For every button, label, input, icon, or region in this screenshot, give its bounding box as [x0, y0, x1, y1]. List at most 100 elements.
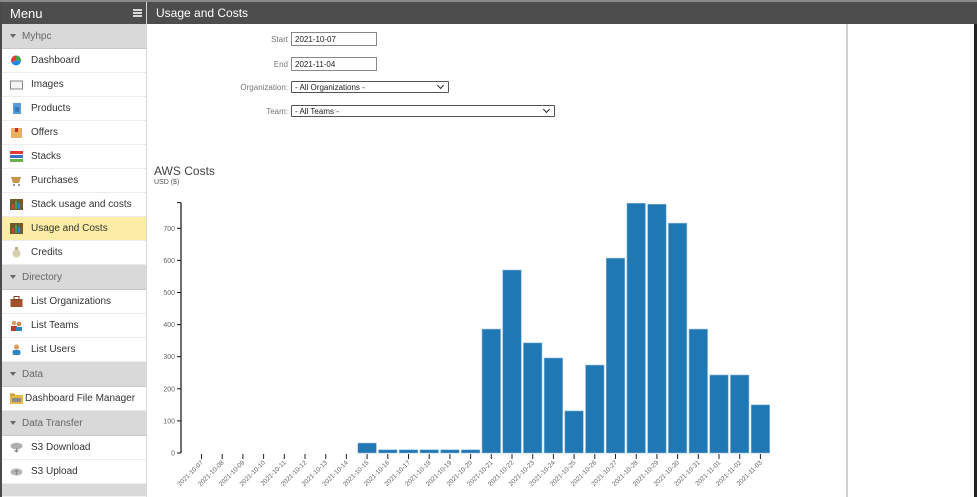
start-label: Start — [271, 34, 288, 44]
bar[interactable] — [626, 202, 646, 454]
money-bag-icon — [10, 247, 23, 258]
sidebar-group-label: Directory — [22, 271, 63, 283]
sidebar-item-images[interactable]: Images — [2, 73, 146, 97]
caret-down-icon — [10, 34, 16, 38]
bar[interactable] — [461, 449, 481, 454]
sidebar-item-label: List Organizations — [31, 296, 112, 307]
chart-title: AWS Costs — [154, 164, 215, 178]
right-pane — [850, 24, 977, 497]
sidebar-item-list-users[interactable]: List Users — [2, 338, 146, 362]
caret-down-icon — [10, 372, 16, 376]
sidebar-item-label: Credits — [31, 247, 63, 258]
sidebar-group-directory[interactable]: Directory — [2, 265, 146, 290]
start-date-input[interactable] — [291, 32, 377, 46]
sidebar-group-data[interactable]: Data — [2, 362, 146, 387]
y-tick-label: 100 — [163, 418, 175, 425]
organization-label: Organization: — [240, 82, 288, 92]
caret-down-icon — [10, 421, 16, 425]
sidebar-item-s3-download[interactable]: S3 Download — [2, 436, 146, 460]
team-select[interactable]: - All Teams - — [291, 105, 555, 117]
shopping-icon — [10, 175, 23, 186]
caret-down-icon — [10, 275, 16, 279]
organization-row: Organization: - All Organizations - — [189, 81, 449, 93]
sidebar-item-label: List Teams — [31, 320, 79, 331]
y-tick-label: 200 — [163, 386, 175, 393]
sidebar-item-list-teams[interactable]: List Teams — [2, 314, 146, 338]
bar[interactable] — [357, 442, 377, 454]
y-tick-label: 300 — [163, 354, 175, 361]
sidebar-item-products[interactable]: Products — [2, 97, 146, 121]
sidebar-group-label: Data — [22, 368, 44, 380]
y-tick-label: 600 — [163, 258, 175, 265]
bar-chart-icon — [10, 223, 23, 234]
briefcase-icon — [10, 296, 23, 307]
sidebar-item-s3-upload[interactable]: S3 Upload — [2, 460, 146, 484]
bar[interactable] — [543, 357, 563, 454]
sidebar-item-stacks[interactable]: Stacks — [2, 145, 146, 169]
page-title: Usage and Costs — [156, 6, 249, 20]
bar[interactable] — [647, 203, 667, 454]
sidebar-item-usage-and-costs[interactable]: Usage and Costs — [2, 217, 146, 241]
cloud-download-icon — [10, 442, 23, 453]
start-row: Start — [229, 32, 377, 46]
bar[interactable] — [750, 404, 770, 454]
aws-costs-bar-chart: 01002003004005006007002021-10-072021-10-… — [163, 202, 770, 488]
bar[interactable] — [378, 449, 398, 454]
sidebar-group-myhpc[interactable]: Myhpc — [2, 24, 146, 49]
bar[interactable] — [481, 328, 501, 454]
sidebar-item-offers[interactable]: Offers — [2, 121, 146, 145]
main-content: Start End Organization: - All Organizati… — [149, 24, 848, 497]
document-icon — [10, 103, 23, 114]
bar[interactable] — [605, 257, 626, 454]
sidebar-item-stack-usage-and-costs[interactable]: Stack usage and costs — [2, 193, 146, 217]
stack-icon — [10, 151, 23, 162]
bar[interactable] — [709, 374, 729, 454]
organization-select[interactable]: - All Organizations - — [291, 81, 449, 93]
sidebar-item-purchases[interactable]: Purchases — [2, 169, 146, 193]
bar[interactable] — [668, 222, 688, 454]
sidebar-item-label: List Users — [31, 344, 76, 355]
page-header: Usage and Costs — [147, 2, 977, 24]
sidebar-item-label: Purchases — [31, 175, 79, 186]
bar[interactable] — [585, 364, 605, 454]
image-icon — [10, 79, 23, 90]
bar[interactable] — [398, 449, 419, 454]
sidebar-group-data-transfer[interactable]: Data Transfer — [2, 411, 146, 436]
bar[interactable] — [523, 342, 543, 454]
chevron-down-icon — [436, 81, 445, 90]
user-icon — [10, 344, 23, 355]
sidebar-item-label: Dashboard File Manager — [25, 393, 136, 404]
sidebar-item-dashboard[interactable]: Dashboard — [2, 49, 146, 73]
team-row: Team: - All Teams - — [189, 105, 555, 117]
bar-chart-icon — [10, 199, 23, 210]
end-label: End — [273, 59, 288, 69]
y-tick-label: 700 — [163, 226, 175, 233]
team-label: Team: — [266, 106, 288, 116]
folder-icon — [10, 393, 23, 404]
team-icon — [10, 320, 23, 331]
sidebar-item-credits[interactable]: Credits — [2, 241, 146, 265]
bar[interactable] — [440, 449, 460, 454]
end-date-input[interactable] — [291, 57, 377, 71]
sidebar-item-label: Stack usage and costs — [31, 199, 132, 210]
sidebar: Menu Myhpc Dashboard Images Products Offers S… — [0, 2, 147, 497]
sidebar-header: Menu — [2, 2, 146, 24]
cloud-upload-icon — [10, 466, 23, 477]
bar[interactable] — [419, 449, 439, 454]
sidebar-item-label: Offers — [31, 127, 59, 138]
sidebar-item-label: Usage and Costs — [31, 223, 108, 234]
bar[interactable] — [688, 328, 708, 454]
bar[interactable] — [730, 374, 750, 454]
hamburger-menu-icon[interactable] — [133, 9, 142, 17]
chevron-down-icon — [542, 105, 551, 114]
bar[interactable] — [502, 269, 522, 454]
sidebar-item-label: Stacks — [31, 151, 62, 162]
bar[interactable] — [564, 410, 584, 454]
sidebar-item-list-organizations[interactable]: List Organizations — [2, 290, 146, 314]
sidebar-item-dashboard-file-manager[interactable]: Dashboard File Manager — [2, 387, 146, 411]
end-row: End — [229, 57, 377, 71]
y-tick-label: 0 — [171, 451, 175, 458]
sidebar-item-label: Images — [31, 79, 64, 90]
chart-subtitle: USD ($) — [154, 179, 180, 186]
